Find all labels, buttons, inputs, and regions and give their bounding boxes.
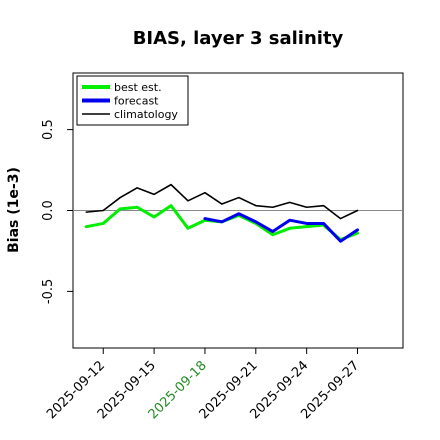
legend-label: forecast bbox=[114, 95, 159, 108]
y-axis-label: Bias (1e-3) bbox=[6, 167, 22, 253]
y-tick-label: -0.5 bbox=[41, 279, 56, 304]
series-layer bbox=[84, 183, 359, 243]
series-line-forecast bbox=[203, 212, 359, 243]
chart-title: BIAS, layer 3 salinity bbox=[133, 28, 344, 49]
y-axis: 0.5 0.0 -0.5 bbox=[41, 119, 73, 304]
legend-label: climatology bbox=[114, 108, 178, 121]
x-axis: 2025-09-122025-09-152025-09-182025-09-21… bbox=[44, 348, 362, 422]
y-tick-label: 0.5 bbox=[41, 119, 56, 140]
y-tick-label: 0.0 bbox=[41, 200, 56, 221]
series-line-climatology bbox=[85, 183, 359, 220]
legend-label: best est. bbox=[114, 81, 162, 94]
